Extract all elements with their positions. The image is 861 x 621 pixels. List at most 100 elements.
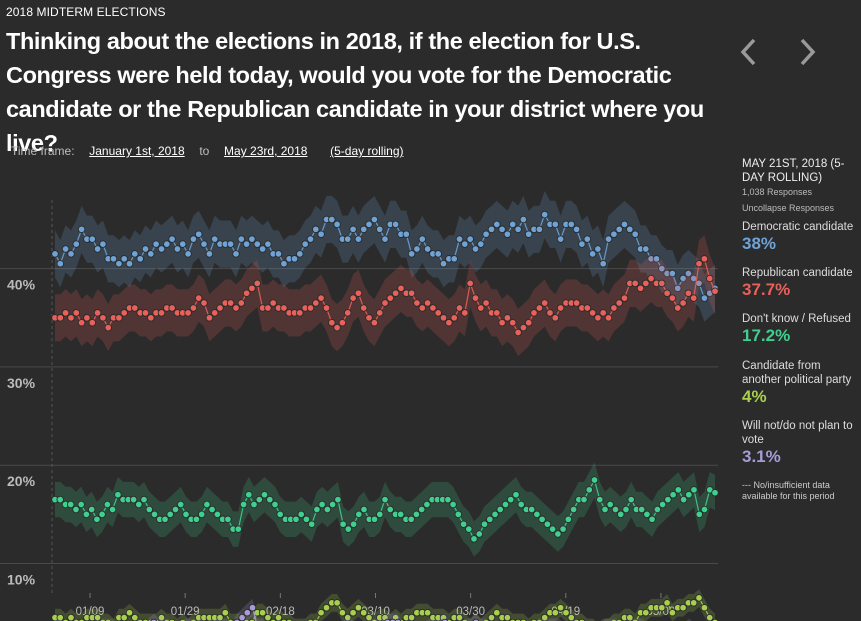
- data-point: [317, 608, 325, 617]
- data-point: [301, 240, 309, 248]
- data-point: [197, 510, 206, 519]
- data-point: [391, 220, 400, 229]
- data-point: [559, 525, 567, 533]
- data-point: [355, 510, 363, 519]
- data-point: [615, 225, 623, 234]
- data-point: [669, 490, 677, 499]
- data-point: [147, 250, 155, 258]
- data-point: [535, 225, 544, 234]
- data-point: [292, 515, 300, 524]
- data-point: [210, 309, 219, 317]
- data-point: [87, 505, 96, 514]
- data-point: [506, 495, 515, 504]
- data-point: [540, 210, 549, 219]
- data-point: [250, 500, 258, 509]
- data-point: [477, 240, 485, 248]
- timeframe-bar: Time frame: January 1st, 2018 to May 23r…: [11, 144, 403, 158]
- data-point: [226, 299, 235, 307]
- uncollapse-responses-link[interactable]: Uncollapse Responses: [742, 203, 835, 213]
- data-point: [572, 225, 581, 234]
- results-sidebar: MAY 21ST, 2018 (5-DAY ROLLING) 1,038 Res…: [742, 157, 860, 501]
- rolling-average-toggle[interactable]: (5-day rolling): [330, 144, 404, 158]
- data-point: [674, 486, 683, 494]
- data-point: [56, 314, 65, 322]
- data-point: [205, 314, 214, 322]
- data-point: [136, 255, 144, 263]
- data-point: [131, 250, 139, 258]
- data-point: [503, 230, 512, 238]
- data-point: [150, 510, 159, 519]
- data-point: [344, 525, 353, 533]
- data-point: [514, 328, 522, 337]
- data-point: [276, 510, 284, 519]
- data-point: [248, 603, 257, 612]
- result-democratic[interactable]: Democratic candidate 38%: [742, 220, 860, 254]
- data-point: [588, 309, 597, 317]
- data-point: [99, 240, 107, 248]
- data-point: [253, 279, 262, 288]
- data-point: [690, 486, 698, 494]
- data-point: [141, 309, 150, 317]
- data-point: [88, 235, 97, 243]
- data-point: [194, 294, 203, 302]
- data-point: [328, 215, 336, 224]
- data-point: [599, 259, 607, 268]
- data-point: [413, 245, 421, 253]
- data-point: [343, 235, 352, 243]
- data-point: [689, 599, 698, 607]
- data-point: [67, 314, 75, 322]
- data-point: [653, 505, 662, 514]
- data-point: [312, 225, 320, 234]
- data-point: [386, 505, 394, 514]
- data-point: [239, 500, 248, 509]
- data-point: [569, 505, 578, 514]
- data-point: [423, 299, 432, 307]
- data-point: [365, 314, 373, 322]
- data-point: [642, 245, 650, 253]
- data-point: [455, 235, 464, 243]
- next-chart-button[interactable]: [792, 34, 822, 70]
- data-point: [333, 599, 341, 607]
- y-tick-label: 20%: [7, 473, 36, 489]
- data-point: [519, 323, 528, 332]
- result-republican[interactable]: Republican candidate 37.7%: [742, 266, 860, 300]
- data-point: [673, 284, 682, 293]
- data-point: [397, 284, 405, 293]
- data-point: [594, 245, 602, 253]
- data-point: [200, 240, 208, 248]
- data-point: [535, 304, 544, 312]
- y-tick-label: 10%: [7, 572, 36, 588]
- data-point: [93, 309, 102, 317]
- x-tick-label: 02/18: [266, 606, 295, 618]
- data-point: [99, 314, 107, 322]
- data-point: [413, 299, 421, 307]
- data-point: [88, 318, 97, 327]
- data-point: [168, 304, 176, 312]
- data-point: [517, 500, 525, 509]
- data-point: [487, 613, 496, 621]
- result-other-party[interactable]: Candidate from another political party 4…: [742, 359, 860, 407]
- data-point: [700, 255, 709, 263]
- data-point: [131, 304, 139, 312]
- prev-chart-button[interactable]: [734, 34, 764, 70]
- data-point: [147, 314, 155, 322]
- result-dont-know[interactable]: Don't know / Refused 17.2%: [742, 312, 860, 346]
- data-point: [56, 495, 64, 504]
- data-point: [596, 495, 604, 504]
- data-point: [658, 500, 667, 509]
- data-point: [205, 250, 214, 258]
- data-point: [627, 495, 635, 504]
- data-point: [359, 304, 368, 312]
- data-point: [423, 245, 432, 253]
- end-date-picker[interactable]: May 23rd, 2018: [224, 144, 308, 158]
- page-title: Thinking about the elections in 2018, if…: [6, 28, 704, 156]
- data-point: [360, 505, 368, 514]
- data-point: [381, 299, 389, 307]
- data-point: [264, 613, 272, 621]
- start-date-picker[interactable]: January 1st, 2018: [89, 144, 185, 158]
- data-point: [556, 304, 565, 312]
- data-point: [354, 235, 363, 243]
- data-point: [616, 510, 625, 519]
- result-will-not-vote[interactable]: Will not/do not plan to vote 3.1%: [742, 419, 860, 467]
- data-point: [407, 515, 415, 524]
